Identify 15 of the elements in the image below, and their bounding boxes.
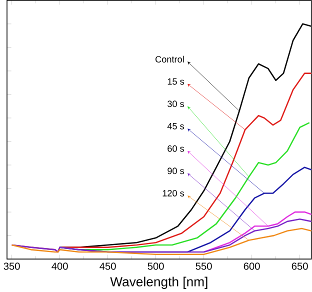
legend-label: 60 s [168, 145, 184, 152]
legend-label: 45 s [167, 122, 184, 130]
x-tick-label: 650 [292, 262, 308, 270]
x-tick-label: 550 [196, 262, 212, 270]
legend-label: 90 s [168, 167, 184, 174]
legend-label: 120 s [162, 190, 184, 196]
x-tick-label: 600 [244, 262, 260, 270]
x-tick-label: 500 [148, 262, 164, 270]
x-axis-title: Wavelength [nm] [110, 276, 208, 289]
x-tick-label: 450 [100, 262, 116, 270]
x-tick-label: 400 [52, 262, 68, 270]
legend-label: 30 s [168, 100, 184, 107]
x-tick-label: 350 [4, 262, 20, 270]
legend-label: 15 s [168, 78, 184, 85]
legend-label: Control [156, 56, 184, 62]
